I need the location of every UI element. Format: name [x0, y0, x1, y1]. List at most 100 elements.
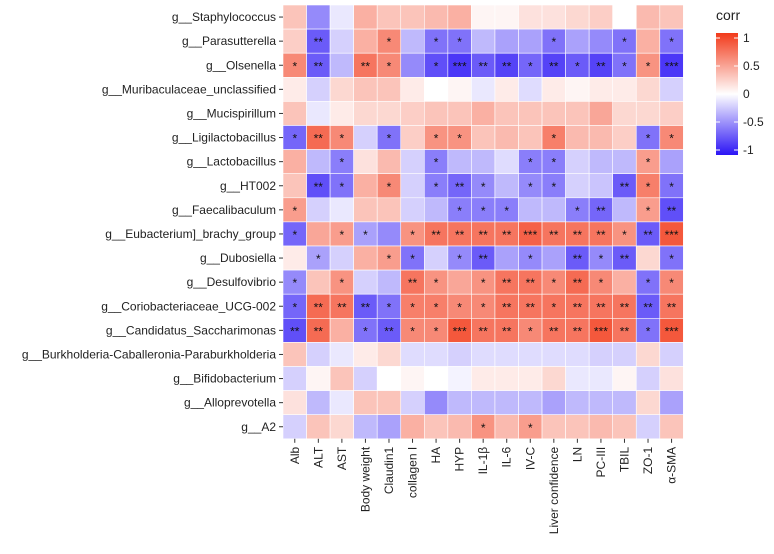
heatmap-cell — [306, 101, 331, 126]
significance-mark: * — [434, 180, 439, 194]
significance-mark: * — [669, 35, 674, 49]
significance-mark: ** — [290, 324, 300, 338]
significance-mark: * — [669, 276, 674, 290]
heatmap-cell — [329, 28, 354, 54]
heatmap-cell — [329, 4, 354, 30]
heatmap-cell — [612, 77, 637, 102]
significance-mark: * — [457, 300, 462, 314]
significance-mark: * — [646, 132, 651, 146]
heatmap-cell — [282, 101, 307, 126]
row-label: g__Faecalibaculum — [172, 203, 276, 217]
significance-mark: * — [340, 132, 345, 146]
heatmap-cell — [423, 366, 449, 391]
heatmap-cell — [541, 245, 566, 271]
heatmap-cell — [471, 4, 496, 30]
heatmap-cell — [306, 197, 331, 223]
significance-mark: * — [434, 276, 439, 290]
column-label: α-SMA — [665, 447, 679, 484]
heatmap-cell — [400, 125, 425, 150]
significance-mark: *** — [665, 228, 679, 242]
heatmap-cell — [282, 77, 307, 102]
significance-mark: * — [481, 276, 486, 290]
heatmap-cell — [376, 390, 402, 416]
heatmap-cell — [494, 125, 519, 150]
heatmap-cell — [353, 245, 378, 271]
significance-mark: * — [434, 300, 439, 314]
heatmap-cell — [659, 101, 684, 126]
significance-mark: * — [646, 324, 651, 338]
row-label: g__HT002 — [220, 179, 276, 193]
heatmap-cell — [565, 77, 590, 102]
column-label: IL-1β — [476, 447, 490, 475]
heatmap-cell — [659, 366, 684, 391]
heatmap-cell — [471, 77, 496, 102]
heatmap-cell — [612, 342, 637, 367]
heatmap-cell — [612, 101, 637, 126]
heatmap-cell — [635, 4, 661, 30]
significance-mark: * — [387, 180, 392, 194]
heatmap-cell — [282, 342, 307, 367]
significance-mark: * — [340, 180, 345, 194]
heatmap-cell — [329, 317, 354, 343]
heatmap-cell — [518, 28, 543, 54]
heatmap-cell — [400, 52, 425, 78]
heatmap-cell — [423, 101, 449, 126]
heatmap-cell — [565, 149, 590, 175]
heatmap-cell — [659, 414, 684, 440]
significance-mark: * — [669, 252, 674, 266]
heatmap-cell — [329, 101, 354, 126]
row-label: g__Eubacterium]_brachy_group — [105, 227, 276, 241]
heatmap-cell — [400, 414, 425, 440]
column-label: Alb — [288, 446, 302, 464]
significance-mark: ** — [431, 228, 441, 242]
significance-mark: * — [646, 204, 651, 218]
significance-mark: * — [669, 180, 674, 194]
heatmap-cell — [635, 77, 661, 102]
significance-mark: * — [434, 156, 439, 170]
significance-mark: * — [387, 59, 392, 73]
heatmap-cell — [612, 125, 637, 150]
significance-mark: * — [599, 276, 604, 290]
heatmap-cell — [588, 342, 614, 367]
heatmap-cell — [565, 414, 590, 440]
heatmap-cell — [329, 77, 354, 102]
significance-mark: * — [410, 300, 415, 314]
significance-mark: ** — [573, 300, 583, 314]
significance-mark: ** — [620, 252, 630, 266]
heatmap-cell — [423, 414, 449, 440]
heatmap-cell — [565, 366, 590, 391]
heatmap-cell — [541, 366, 566, 391]
significance-mark: ** — [573, 276, 583, 290]
heatmap-cell — [588, 28, 614, 54]
heatmap-cell — [518, 366, 543, 391]
significance-mark: ** — [620, 324, 630, 338]
column-label: ZO-1 — [641, 446, 655, 474]
significance-mark: * — [646, 276, 651, 290]
significance-mark: ** — [549, 59, 559, 73]
color-legend: corr 1 0.5 0 -0.5 -1 — [716, 7, 764, 157]
row-label: g__Lactobacillus — [187, 155, 276, 169]
heatmap-cell — [282, 366, 307, 391]
significance-mark: * — [316, 252, 321, 266]
significance-mark: * — [457, 204, 462, 218]
significance-mark: ** — [573, 252, 583, 266]
row-label: g__Parasutterella — [182, 34, 276, 48]
heatmap-cell — [306, 366, 331, 391]
significance-mark: * — [528, 324, 533, 338]
legend-tick-label: 0.5 — [743, 59, 760, 73]
significance-mark: * — [340, 156, 345, 170]
heatmap-cell — [353, 149, 378, 175]
heatmap-cell — [588, 366, 614, 391]
heatmap-cell — [565, 342, 590, 367]
heatmap-cell — [541, 4, 566, 30]
significance-mark: * — [481, 421, 486, 435]
heatmap-cell — [541, 390, 566, 416]
heatmap-cell — [588, 390, 614, 416]
heatmap-cell — [588, 414, 614, 440]
column-label: Body weight — [358, 446, 372, 512]
heatmap-cell — [400, 101, 425, 126]
significance-mark: ** — [620, 300, 630, 314]
significance-mark: ** — [502, 59, 512, 73]
significance-mark: ** — [526, 300, 536, 314]
significance-mark: ** — [384, 324, 394, 338]
